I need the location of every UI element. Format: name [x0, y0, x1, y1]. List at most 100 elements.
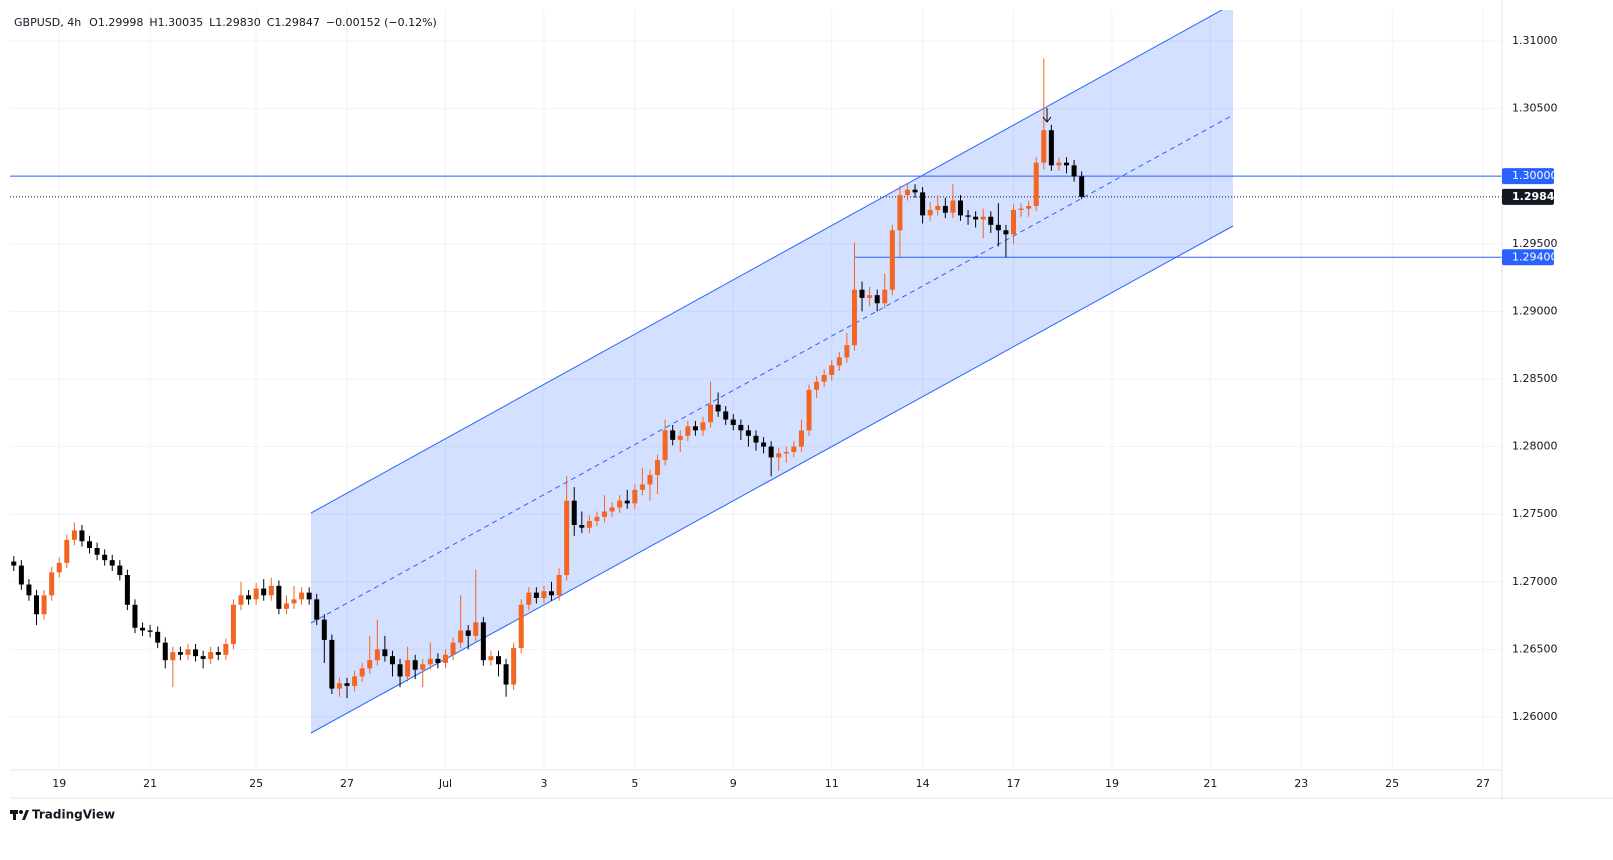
x-tick-label: 23 — [1294, 777, 1308, 790]
candle-body — [859, 289, 865, 298]
candle-body — [609, 507, 615, 512]
y-tick-label: 1.28500 — [1512, 372, 1558, 385]
candle-body — [564, 500, 570, 576]
x-tick-label: 27 — [1476, 777, 1490, 790]
candle-body — [41, 595, 47, 615]
y-tick-label: 1.26000 — [1512, 710, 1558, 723]
candle-body — [34, 595, 40, 615]
candle-body — [1011, 209, 1017, 235]
candle-body — [185, 649, 191, 655]
candle-body — [1026, 205, 1032, 209]
candle-body — [71, 530, 77, 540]
x-tick-label: 25 — [249, 777, 263, 790]
candle-body — [276, 585, 282, 609]
y-tick-label: 1.28000 — [1512, 440, 1558, 453]
candle-body — [480, 622, 486, 661]
candle-body — [700, 422, 706, 431]
candle-body — [306, 592, 312, 600]
candle-body — [1064, 162, 1070, 166]
y-tick-label: 1.30500 — [1512, 102, 1558, 115]
header: GBPUSD, 4h O1.29998 H1.30035 L1.29830 C1.298… — [14, 16, 437, 29]
brand-logo — [10, 810, 29, 820]
candle-body — [912, 189, 918, 193]
candle-body — [798, 430, 804, 447]
candle-body — [397, 664, 403, 677]
candle-body — [495, 656, 501, 665]
candle-body — [904, 189, 910, 196]
candle-body — [677, 435, 683, 440]
candle-body — [503, 664, 509, 685]
close: C1.29847 — [267, 16, 320, 29]
candle-body — [458, 630, 464, 643]
x-tick-label: 9 — [730, 777, 737, 790]
candle-body — [314, 599, 320, 620]
candle-body — [670, 430, 676, 440]
candle-body — [776, 453, 782, 458]
candle-body — [965, 215, 971, 217]
candle-body — [124, 575, 130, 605]
candle-body — [11, 561, 17, 566]
candle-body — [851, 289, 857, 346]
channel-lower — [310, 225, 1234, 734]
candle-body — [299, 592, 305, 600]
candle-body — [94, 547, 100, 555]
candle-body — [352, 676, 358, 686]
x-tick-label: 25 — [1385, 777, 1399, 790]
axes: 1.26000 1.26500 1.27000 1.27500 1.28000 1.285… — [52, 34, 1562, 790]
candle-body — [49, 572, 55, 596]
level-label: 1.30000 — [1512, 169, 1558, 182]
candle-body — [261, 588, 267, 596]
y-tick-label: 1.29000 — [1512, 304, 1558, 317]
candle-body — [140, 627, 146, 631]
candle-body — [617, 500, 623, 508]
candle-body — [957, 200, 963, 216]
candle-body — [738, 424, 744, 431]
x-tick-label: 17 — [1007, 777, 1021, 790]
candle-body — [715, 404, 721, 412]
candle-body — [64, 539, 70, 563]
candle-body — [692, 426, 698, 431]
candle-body — [215, 652, 221, 655]
candle-body — [1048, 130, 1054, 166]
open: O1.29998 — [89, 16, 143, 29]
candles — [11, 58, 1085, 699]
candle-body — [1018, 208, 1024, 210]
candle-body — [420, 664, 426, 670]
levels — [10, 175, 1502, 258]
candle-body — [56, 562, 62, 573]
candle-body — [246, 595, 252, 600]
candle-body — [882, 289, 888, 304]
candle-body — [533, 592, 539, 599]
x-tick-label: 3 — [540, 777, 547, 790]
candle-body — [685, 426, 691, 436]
candle-body — [511, 648, 517, 685]
candle-body — [367, 660, 373, 669]
candle-body — [389, 656, 395, 665]
candle-body — [973, 216, 979, 220]
y-tick-label: 1.27500 — [1512, 507, 1558, 520]
arrow-annotation — [1042, 108, 1052, 123]
candle-body — [602, 511, 608, 517]
candle-body — [465, 630, 471, 636]
candle-body — [1041, 130, 1047, 163]
candle-body — [283, 603, 289, 609]
candle-body — [980, 216, 986, 220]
x-tick-label: 27 — [340, 777, 354, 790]
candle-body — [253, 588, 259, 600]
candle-body — [935, 205, 941, 210]
change: −0.00152 (−0.12%) — [326, 16, 437, 29]
candle-body — [87, 541, 93, 548]
candle-body — [488, 656, 494, 661]
candle-body — [655, 460, 661, 475]
candle-body — [549, 591, 555, 596]
symbol: GBPUSD, 4h — [14, 16, 81, 29]
candle-body — [791, 446, 797, 452]
candle-body — [526, 592, 532, 605]
x-tick-label: Jul — [438, 777, 452, 790]
candle-body — [268, 585, 274, 596]
channel-fill — [311, 10, 1233, 733]
candle-body — [639, 484, 645, 490]
candle-body — [988, 216, 994, 225]
